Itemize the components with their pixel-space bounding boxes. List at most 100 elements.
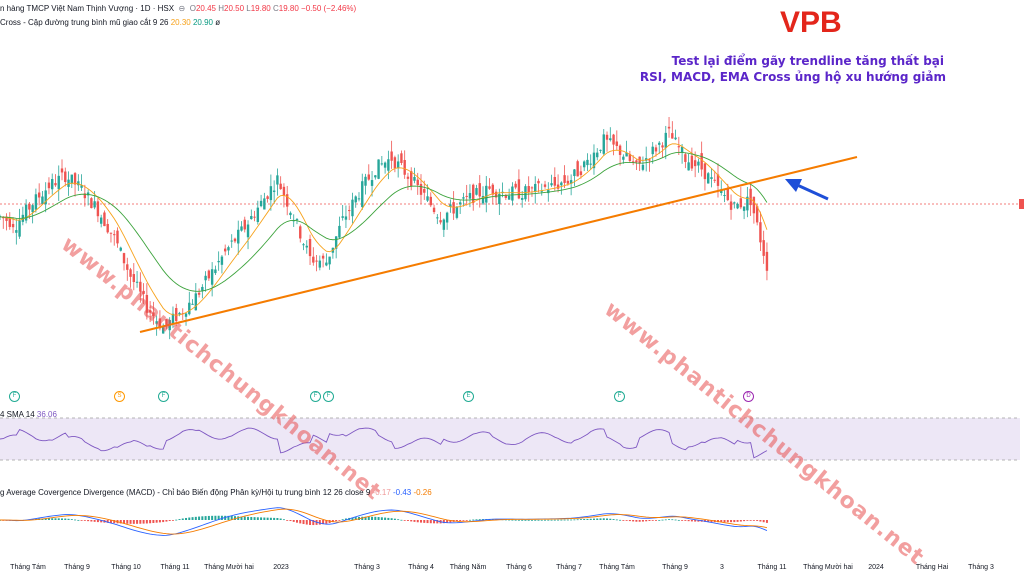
macd-histogram-bar [482,519,485,520]
candle-body [204,275,207,281]
candle-body [119,247,122,251]
candle-body [31,205,34,213]
macd-histogram-bar [217,515,220,520]
macd-histogram-bar [335,520,338,522]
macd-histogram-bar [295,520,298,523]
macd-histogram-bar [247,516,250,520]
macd-histogram-bar [322,520,325,525]
candle-body [462,197,465,199]
macd-histogram-bar [583,519,586,520]
macd-histogram-bar [455,520,458,522]
candle-body [576,161,579,177]
macd-value-1: -0.17 [372,488,391,497]
rsi-polyline [0,427,768,459]
candle-body [246,224,250,238]
event-badge[interactable]: F [158,391,169,402]
macd-histogram-bar [752,520,755,521]
candle-body [354,196,357,203]
macd-histogram-bar [413,520,416,522]
candle-body [527,186,530,193]
macd-histogram-bar [331,520,334,523]
macd-histogram-bar [380,517,383,520]
candle-body [628,153,632,161]
candle-body [667,126,671,129]
candle-body [11,223,15,228]
support-trendline[interactable] [139,156,858,333]
candle-body [285,194,289,207]
candle-body [57,175,60,190]
symbol-line: n hàng TMCP Việt Nam Thịnh Vượng · 1D · … [0,4,175,13]
macd-histogram-bar [266,517,269,520]
candles-group [0,117,769,340]
event-badge[interactable]: S [114,391,125,402]
candle-body [445,212,449,223]
macd-histogram-bar [276,517,279,520]
event-badge[interactable]: F [9,391,20,402]
axis-tick-label: Tháng Tám [599,564,635,571]
macd-histogram-bar [70,519,73,520]
axis-tick-label: 2024 [868,564,884,571]
candle-body [279,183,282,190]
candle-body [586,159,589,166]
symbol-legend: n hàng TMCP Việt Nam Thịnh Vượng · 1D · … [0,4,356,13]
candle-body [530,187,534,189]
candle-body [341,216,344,218]
axis-tick-label: Tháng 11 [160,564,190,571]
candle-body [243,219,246,230]
macd-histogram-bar [354,517,357,520]
macd-histogram-bar [423,520,426,523]
macd-histogram-bar [681,520,684,521]
candle-body [658,142,661,145]
candle-body [188,302,191,315]
candle-body [383,162,387,168]
macd-histogram-bar [570,519,573,521]
visibility-eye-icon[interactable]: ø [215,18,221,27]
macd-histogram-bar [563,519,566,521]
macd-histogram-bar [599,518,602,520]
macd-histogram-bar [282,519,285,521]
macd-histogram-bar [560,519,563,521]
event-badge[interactable]: F [310,391,321,402]
candle-body [749,188,752,206]
candle-body [223,248,227,252]
candle-body [24,204,28,221]
candle-body [312,256,315,263]
candle-body [729,201,733,210]
macd-histogram-bar [429,520,432,524]
axis-tick-label: Tháng Mười hai [204,564,254,571]
macd-histogram-bar [64,518,67,520]
candle-body [106,223,109,233]
low-label: L [246,4,251,13]
time-axis[interactable]: Tháng Tám Tháng 9 Tháng 10 Tháng 11 Tháng Mư… [0,562,1024,576]
macd-histogram-bar [393,518,396,520]
candle-body [582,161,586,168]
macd-histogram-bar [602,518,605,520]
candle-body [553,177,557,186]
candle-body [308,239,312,257]
candle-body [390,151,393,161]
macd-histogram-bar [710,520,713,523]
macd-histogram-bar [462,520,465,521]
macd-histogram-bar [472,519,475,521]
candle-body [573,169,576,177]
macd-histogram-bar [364,516,367,520]
event-badge[interactable]: F [323,391,334,402]
macd-histogram-bar [527,519,530,521]
macd-histogram-bar [743,520,746,522]
macd-histogram-bar [194,516,197,520]
axis-tick-label: Tháng 10 [111,564,141,571]
event-badge[interactable]: E [463,391,474,402]
event-badge[interactable]: F [614,391,625,402]
candle-body [599,149,602,151]
legend-separator-icon[interactable]: ⊖ [176,4,188,13]
macd-histogram-bar [214,515,217,520]
candle-body [635,160,638,163]
event-badge[interactable]: D [743,391,754,402]
macd-histogram-bar [654,520,657,521]
macd-histogram-bar [403,520,406,521]
macd-histogram-bar [74,519,77,521]
candle-body [566,180,570,184]
candle-body [534,183,537,192]
macd-histogram-bar [149,520,152,524]
